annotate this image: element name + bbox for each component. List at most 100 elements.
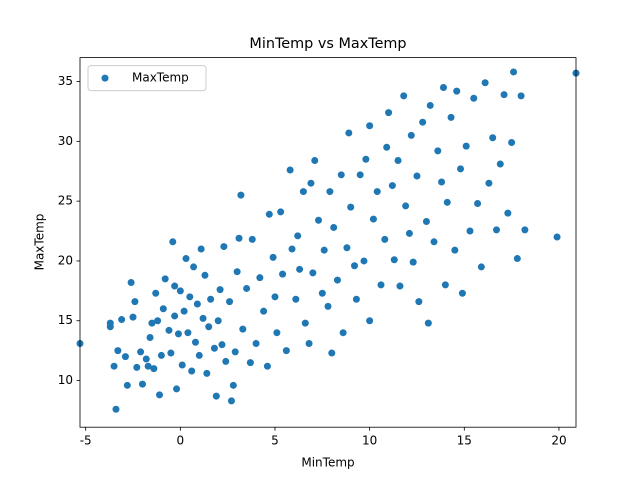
- scatter-point: [159, 305, 167, 313]
- x-tick-label: 10: [362, 434, 377, 448]
- y-tick-label: 35: [58, 74, 73, 88]
- x-tick-label: 5: [271, 434, 279, 448]
- scatter-point: [118, 316, 126, 324]
- y-tick-label: 25: [58, 194, 73, 208]
- scatter-point: [405, 229, 413, 237]
- scatter-point: [269, 253, 277, 261]
- scatter-point: [260, 307, 268, 315]
- scatter-point: [470, 94, 478, 102]
- scatter-point: [263, 362, 271, 370]
- scatter-point: [309, 269, 317, 277]
- scatter-point: [362, 155, 370, 163]
- scatter-point: [413, 172, 421, 180]
- scatter-point: [377, 281, 385, 289]
- scatter-point: [500, 91, 508, 99]
- scatter-point: [277, 208, 285, 216]
- scatter-point: [205, 323, 213, 331]
- scatter-point: [246, 359, 254, 367]
- legend-box: [87, 65, 207, 92]
- y-tick-label: 10: [58, 373, 73, 387]
- scatter-point: [492, 226, 500, 234]
- scatter-point: [239, 325, 247, 333]
- scatter-point: [127, 278, 135, 286]
- scatter-point: [553, 233, 561, 241]
- scatter-point: [233, 268, 241, 276]
- scatter-point: [154, 317, 162, 325]
- scatter-point: [146, 333, 154, 341]
- scatter-point: [409, 258, 417, 266]
- scatter-point: [328, 349, 336, 357]
- scatter-point: [197, 245, 205, 253]
- scatter-point: [390, 256, 398, 264]
- scatter-point: [422, 217, 430, 225]
- scatter-point: [447, 113, 455, 121]
- scatter-point: [415, 298, 423, 306]
- scatter-point: [339, 329, 347, 337]
- scatter-point: [195, 351, 203, 359]
- scatter-point: [188, 367, 196, 375]
- x-tick-label: 20: [551, 434, 566, 448]
- scatter-point: [457, 165, 465, 173]
- scatter-point: [123, 381, 131, 389]
- scatter-point: [407, 131, 415, 139]
- scatter-point: [489, 134, 497, 142]
- scatter-point: [106, 319, 114, 327]
- scatter-point: [110, 362, 118, 370]
- scatter-point: [474, 200, 482, 208]
- scatter-point: [396, 282, 404, 290]
- scatter-point: [184, 329, 192, 337]
- scatter-point: [360, 257, 368, 265]
- scatter-point: [462, 142, 470, 150]
- scatter-point: [279, 270, 287, 278]
- x-tick-label: -5: [80, 434, 92, 448]
- scatter-point: [121, 353, 129, 361]
- scatter-point: [477, 263, 485, 271]
- scatter-point: [171, 282, 179, 290]
- scatter-point: [296, 265, 304, 273]
- scatter-point: [203, 369, 211, 377]
- scatter-point: [169, 238, 177, 246]
- scatter-point: [248, 235, 256, 243]
- scatter-point: [439, 84, 447, 92]
- scatter-point: [186, 293, 194, 301]
- scatter-point: [222, 357, 230, 365]
- scatter-point: [508, 139, 516, 147]
- scatter-point: [218, 341, 226, 349]
- scatter-point: [167, 349, 175, 357]
- scatter-point: [388, 182, 396, 190]
- scatter-point: [318, 289, 326, 297]
- scatter-point: [133, 363, 141, 371]
- scatter-point: [521, 226, 529, 234]
- scatter-point: [400, 92, 408, 100]
- scatter-point: [513, 255, 521, 263]
- scatter-point: [180, 307, 188, 315]
- scatter-point: [333, 276, 341, 284]
- scatter-point: [504, 209, 512, 217]
- scatter-point: [182, 255, 190, 263]
- scatter-point: [496, 160, 504, 168]
- scatter-point: [216, 286, 224, 294]
- scatter-point: [369, 215, 377, 223]
- scatter-point: [137, 348, 145, 356]
- scatter-point: [273, 329, 281, 337]
- scatter-point: [229, 381, 237, 389]
- scatter-point: [373, 188, 381, 196]
- scatter-point: [191, 338, 199, 346]
- y-tick-label: 30: [58, 134, 73, 148]
- scatter-point: [301, 319, 309, 327]
- scatter-point: [311, 156, 319, 164]
- scatter-point: [114, 347, 122, 355]
- scatter-point: [324, 302, 332, 310]
- scatter-point: [201, 271, 209, 279]
- scatter-point: [174, 330, 182, 338]
- scatter-point: [294, 232, 302, 240]
- scatter-point: [282, 347, 290, 355]
- scatter-point: [337, 171, 345, 179]
- scatter-point: [366, 122, 374, 130]
- scatter-point: [305, 339, 313, 347]
- scatter-point: [326, 188, 334, 196]
- scatter-point: [352, 295, 360, 303]
- scatter-point: [173, 385, 181, 393]
- scatter-point: [226, 298, 234, 306]
